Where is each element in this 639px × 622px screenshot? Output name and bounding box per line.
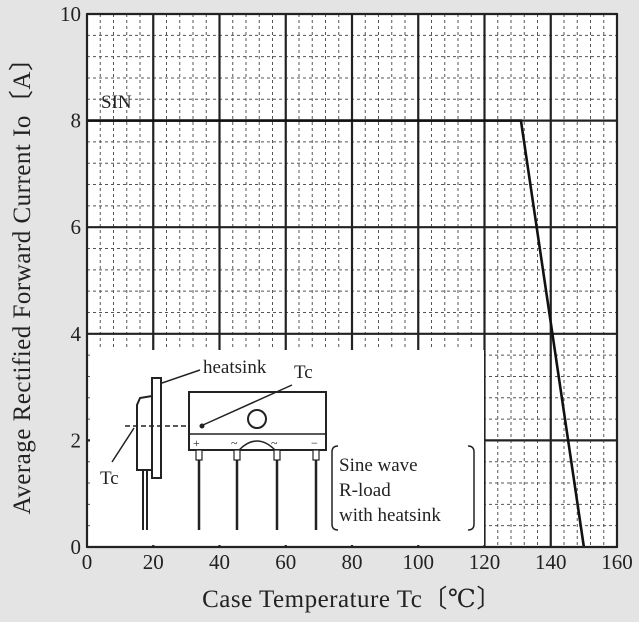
mounting-hole xyxy=(248,410,266,428)
pin-mark-3: ~ xyxy=(271,436,278,450)
pin-mark-1: + xyxy=(193,436,200,450)
x-tick-label: 160 xyxy=(601,550,633,574)
x-tick-label: 60 xyxy=(275,550,296,574)
x-tick-label: 0 xyxy=(82,550,93,574)
y-tick-labels: 0 2 4 6 8 10 xyxy=(60,2,82,559)
series-label-sin: SIN xyxy=(101,92,132,113)
x-tick-labels: 0 20 40 60 80 100 120 140 160 xyxy=(82,550,633,574)
pin-mark-4: − xyxy=(311,436,318,450)
x-tick-label: 20 xyxy=(143,550,164,574)
side-body xyxy=(137,396,152,470)
tc-label-top: Tc xyxy=(294,362,313,383)
lead-collar-3 xyxy=(274,450,280,460)
condition-line-2: R-load xyxy=(339,480,391,501)
x-tick-label: 100 xyxy=(403,550,435,574)
condition-line-3: with heatsink xyxy=(339,505,441,526)
condition-line-1: Sine wave xyxy=(339,455,418,476)
y-tick-label: 10 xyxy=(60,2,81,26)
x-tick-label: 80 xyxy=(342,550,363,574)
package-inset: Tc heatsink + ~ ~ − Tc Sine wave R-load … xyxy=(90,350,484,545)
side-heatsink-plate xyxy=(152,378,161,478)
tc-label-side: Tc xyxy=(100,468,119,489)
x-axis-title: Case Temperature Tc〔℃〕 xyxy=(202,585,502,613)
y-tick-label: 2 xyxy=(71,428,82,452)
x-tick-label: 120 xyxy=(469,550,501,574)
y-axis-title: Average Rectified Forward Current Io〔A〕 xyxy=(8,46,36,515)
y-tick-label: 4 xyxy=(71,322,82,346)
lead-collar-1 xyxy=(196,450,202,460)
x-tick-label: 140 xyxy=(535,550,567,574)
heatsink-label: heatsink xyxy=(203,357,267,378)
y-tick-label: 8 xyxy=(71,109,82,133)
pin-mark-2: ~ xyxy=(231,436,238,450)
y-tick-label: 6 xyxy=(71,215,82,239)
lead-collar-2 xyxy=(234,450,240,460)
x-tick-label: 40 xyxy=(209,550,230,574)
lead-collar-4 xyxy=(313,450,319,460)
y-tick-label: 0 xyxy=(71,535,82,559)
